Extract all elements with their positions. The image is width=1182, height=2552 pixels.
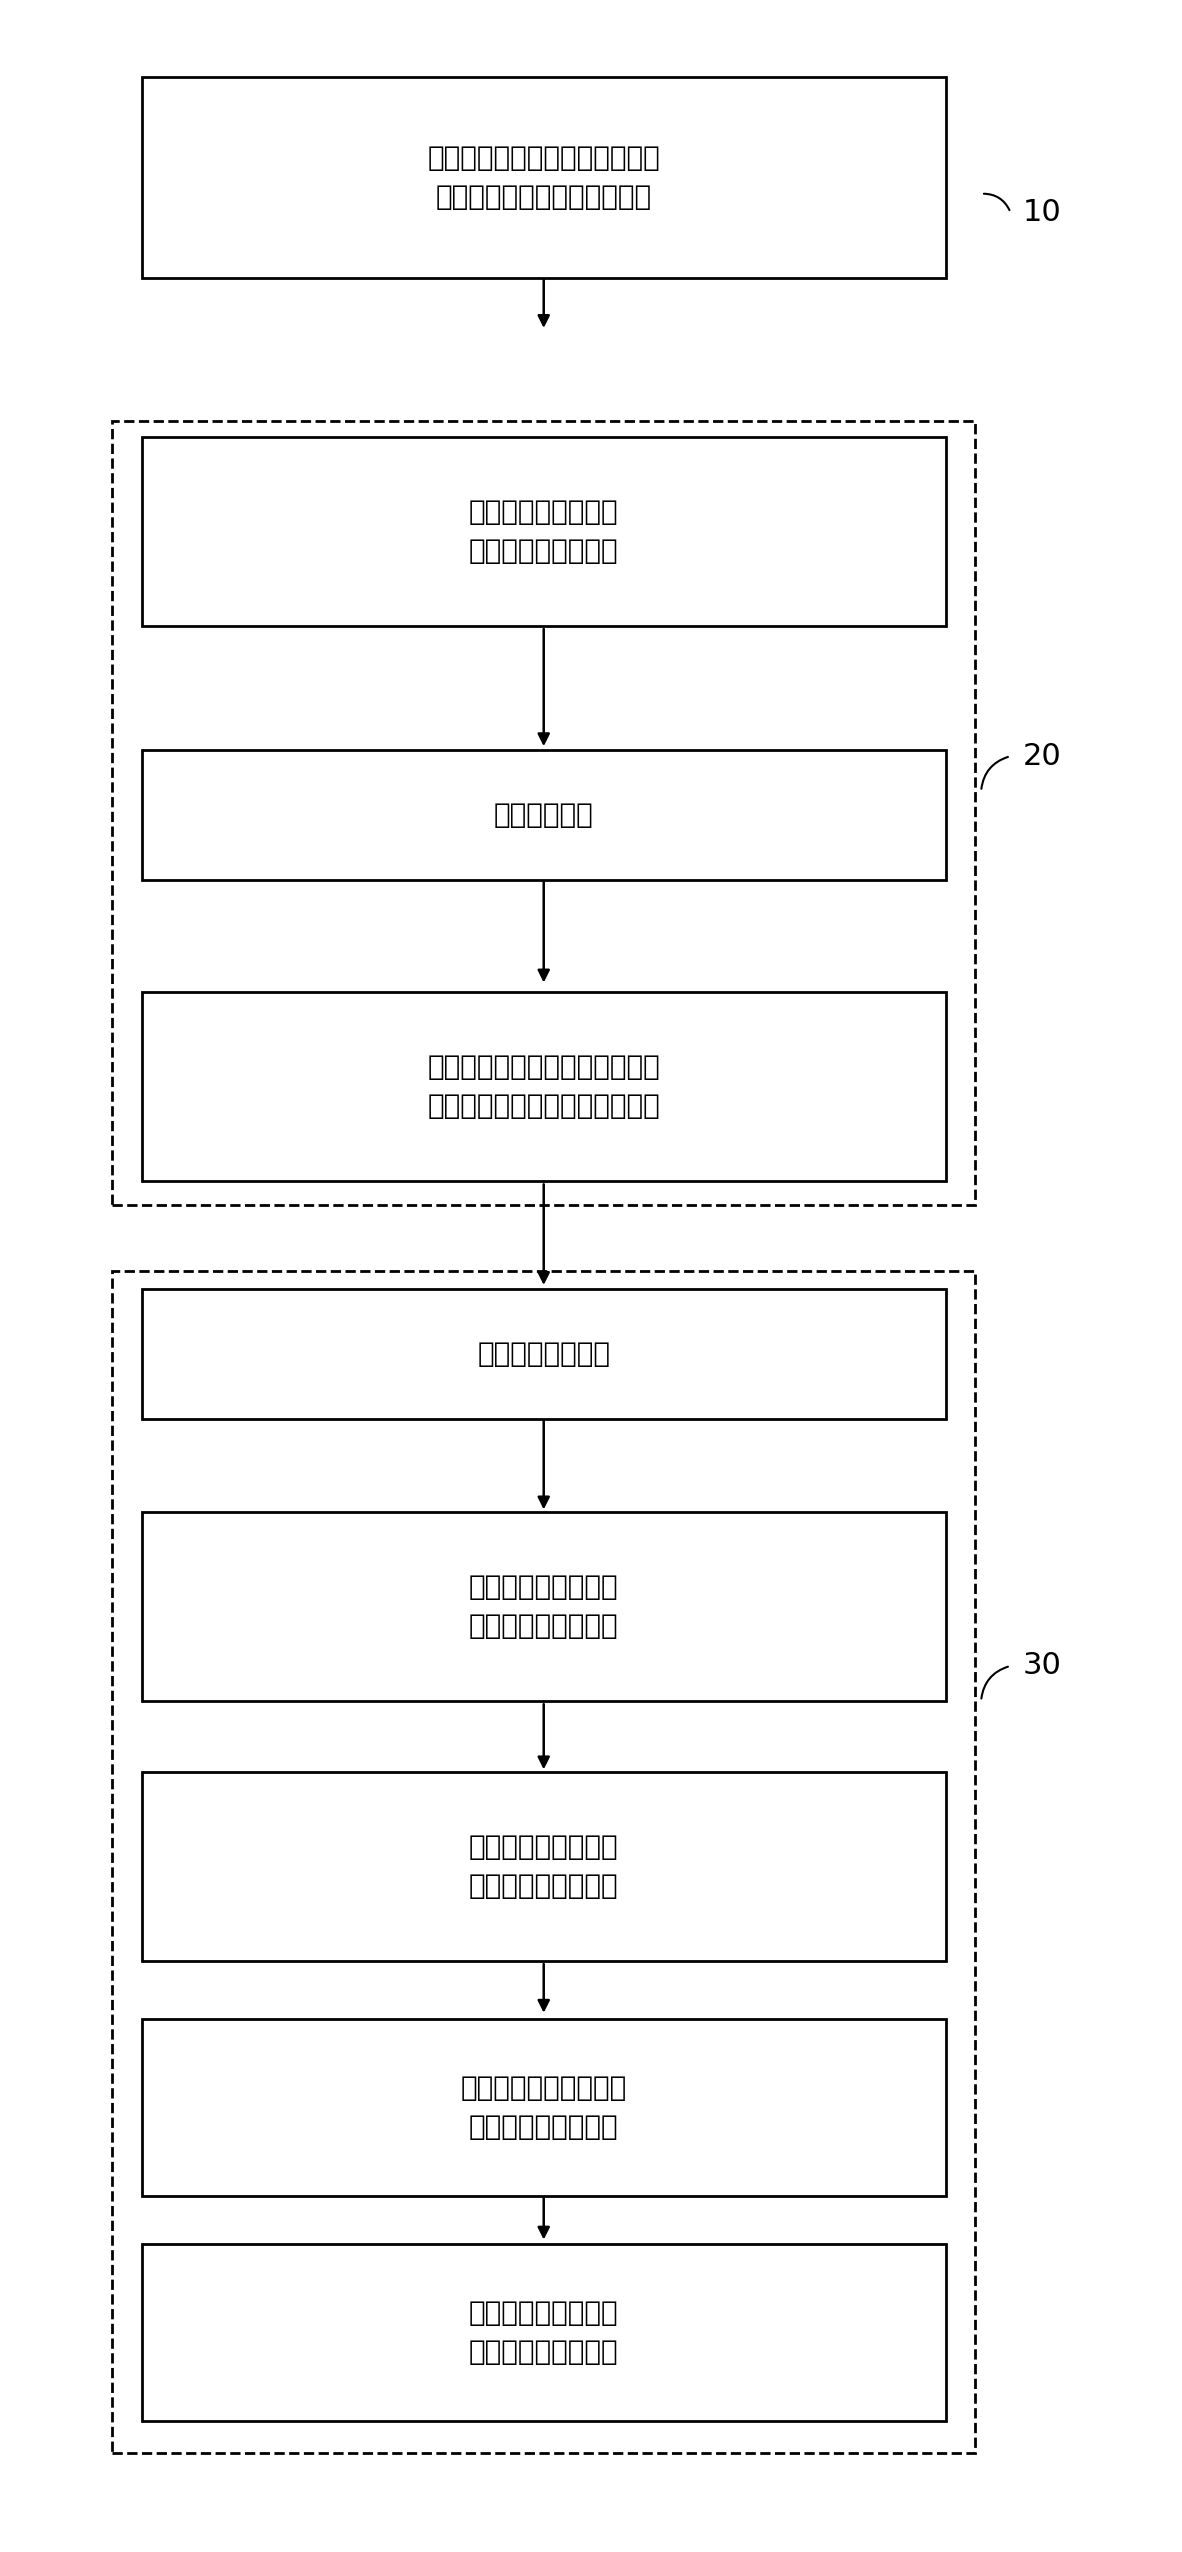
Text: 30: 30	[1022, 1651, 1061, 1679]
Bar	[142, 1513, 946, 1702]
Text: 20: 20	[1022, 743, 1061, 771]
Text: 空气湿度检测装置，检测指纹识
别设备中的感应区的空气湿度: 空气湿度检测装置，检测指纹识 别设备中的感应区的空气湿度	[428, 143, 660, 212]
Bar	[142, 77, 946, 278]
Text: 空气湿度低于或高于
预设的空气湿度阈值: 空气湿度低于或高于 预设的空气湿度阈值	[469, 498, 618, 564]
Text: 启动手指湿度感应装
置进行感应手指湿度: 启动手指湿度感应装 置进行感应手指湿度	[469, 1575, 618, 1641]
Bar	[112, 421, 975, 1205]
Bar	[142, 2243, 946, 2422]
Text: 手指湿度低于或高于
预设的手指湿度阈值: 手指湿度低于或高于 预设的手指湿度阈值	[469, 1832, 618, 1901]
Bar	[142, 2019, 946, 2197]
Bar	[142, 436, 946, 625]
Text: 直至手指湿度处于预
设的手指湿度阈值内: 直至手指湿度处于预 设的手指湿度阈值内	[469, 2299, 618, 2366]
Text: 启动手指湿度控制装置
对手指湿度进行调整: 启动手指湿度控制装置 对手指湿度进行调整	[461, 2075, 626, 2141]
Bar	[142, 750, 946, 880]
Bar	[142, 1289, 946, 1419]
Bar	[112, 1271, 975, 2452]
Text: 调整空气湿度: 调整空气湿度	[494, 801, 593, 829]
Bar	[142, 993, 946, 1182]
Text: 当指纹识别失败时: 当指纹识别失败时	[478, 1340, 610, 1368]
Text: 直至指纹识别设备感应区的空气
湿度处于预设的空气湿度阈值内: 直至指纹识别设备感应区的空气 湿度处于预设的空气湿度阈值内	[428, 1054, 660, 1120]
Text: 10: 10	[1022, 199, 1061, 227]
Bar	[142, 1771, 946, 1962]
